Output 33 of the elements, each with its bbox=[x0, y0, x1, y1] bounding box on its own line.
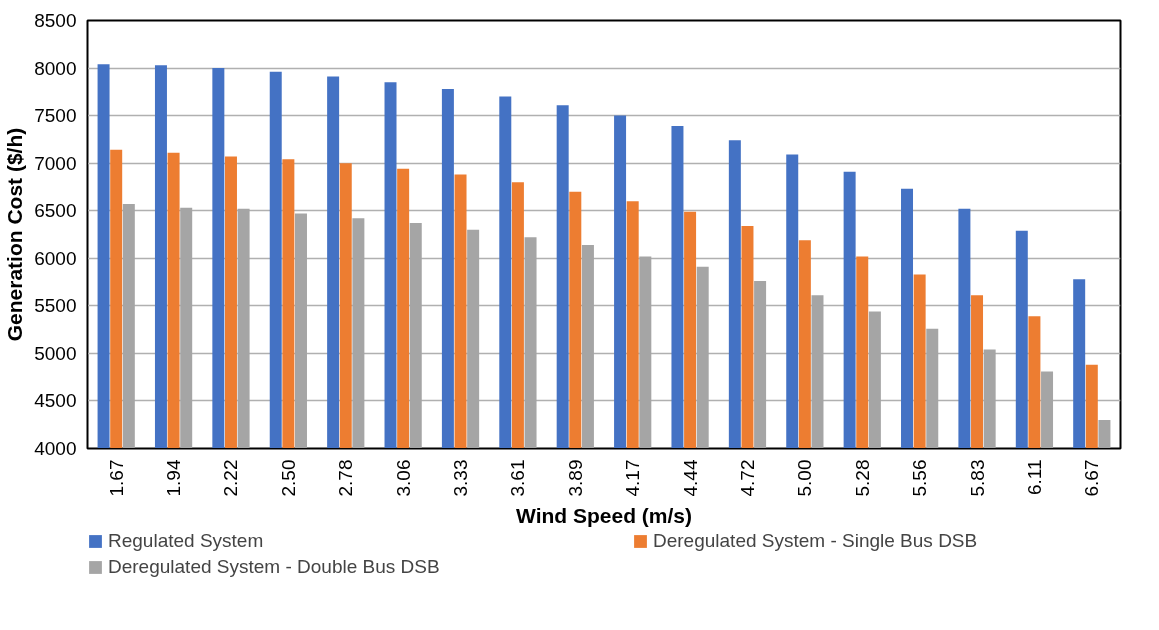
x-tick-label: 3.06 bbox=[392, 459, 414, 497]
x-tick-label: 3.61 bbox=[507, 459, 529, 497]
y-tick-label: 6000 bbox=[34, 247, 77, 269]
x-tick-label: 5.00 bbox=[794, 459, 816, 497]
y-tick-label: 7000 bbox=[34, 152, 77, 174]
x-tick-label: 5.83 bbox=[966, 459, 988, 497]
x-tick-label: 1.67 bbox=[105, 459, 127, 497]
x-tick-label: 4.17 bbox=[622, 459, 644, 497]
y-tick-label: 4000 bbox=[34, 438, 77, 459]
y-tick-label: 5500 bbox=[34, 295, 77, 317]
x-tick-label: 5.56 bbox=[909, 459, 931, 497]
x-axis-title: Wind Speed (m/s) bbox=[516, 504, 693, 528]
x-tick-label: 3.89 bbox=[564, 459, 586, 497]
legend-label: Deregulated System - Double Bus DSB bbox=[108, 556, 441, 578]
x-tick-label: 6.11 bbox=[1023, 459, 1045, 496]
y-tick-label: 8000 bbox=[34, 57, 77, 79]
y-tick-label: 8500 bbox=[34, 10, 77, 31]
y-axis-title: Generation Cost ($/h) bbox=[3, 127, 27, 342]
x-tick-label: 2.50 bbox=[277, 459, 299, 497]
x-tick-label: 5.28 bbox=[851, 459, 873, 497]
legend-label: Regulated System bbox=[108, 530, 265, 552]
x-tick-label: 4.44 bbox=[679, 459, 701, 497]
y-tick-label: 7500 bbox=[34, 105, 77, 127]
x-tick-label: 2.78 bbox=[335, 459, 357, 497]
x-tick-label: 1.94 bbox=[163, 459, 185, 497]
x-tick-label: 6.67 bbox=[1081, 459, 1103, 497]
y-tick-label: 4500 bbox=[34, 390, 77, 412]
legend-label: Deregulated System - Single Bus DSB bbox=[653, 530, 979, 552]
x-tick-label: 2.22 bbox=[220, 459, 242, 497]
y-tick-label: 5000 bbox=[34, 342, 77, 364]
y-tick-label: 6500 bbox=[34, 200, 77, 222]
x-tick-label: 3.33 bbox=[450, 459, 472, 497]
x-tick-label: 4.72 bbox=[736, 459, 758, 497]
